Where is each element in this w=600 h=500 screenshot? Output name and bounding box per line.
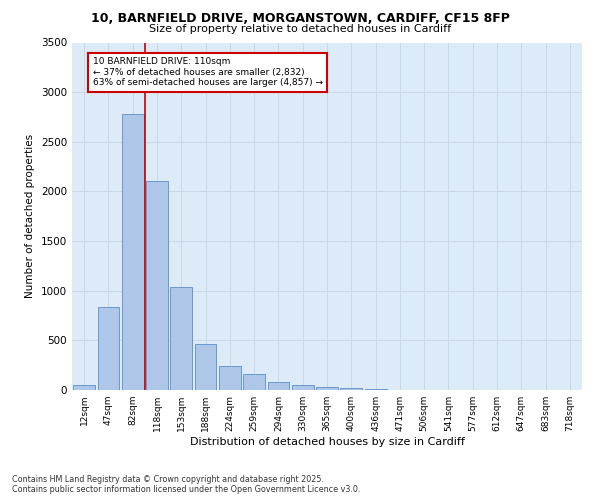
Bar [365, 389, 386, 390]
Bar [243, 374, 265, 390]
Text: Contains HM Land Registry data © Crown copyright and database right 2025.
Contai: Contains HM Land Registry data © Crown c… [12, 474, 361, 494]
Bar [268, 382, 289, 390]
X-axis label: Distribution of detached houses by size in Cardiff: Distribution of detached houses by size … [190, 437, 464, 447]
Bar [292, 385, 314, 390]
Bar [122, 114, 143, 390]
Bar [340, 388, 362, 390]
Bar [194, 344, 217, 390]
Bar [316, 386, 338, 390]
Y-axis label: Number of detached properties: Number of detached properties [25, 134, 35, 298]
Bar [170, 286, 192, 390]
Bar [73, 384, 95, 390]
Text: 10, BARNFIELD DRIVE, MORGANSTOWN, CARDIFF, CF15 8FP: 10, BARNFIELD DRIVE, MORGANSTOWN, CARDIF… [91, 12, 509, 26]
Bar [97, 306, 119, 390]
Text: 10 BARNFIELD DRIVE: 110sqm
← 37% of detached houses are smaller (2,832)
63% of s: 10 BARNFIELD DRIVE: 110sqm ← 37% of deta… [92, 58, 323, 87]
Bar [146, 180, 168, 390]
Bar [219, 366, 241, 390]
Text: Size of property relative to detached houses in Cardiff: Size of property relative to detached ho… [149, 24, 451, 34]
